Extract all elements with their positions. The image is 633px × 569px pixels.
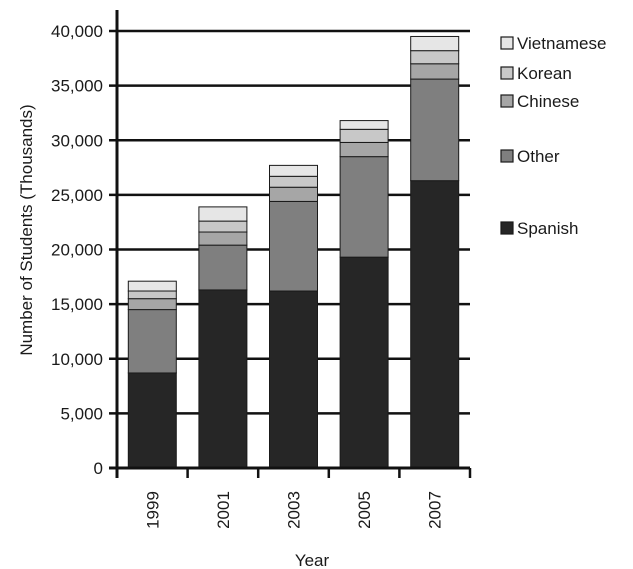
bar-segment-chinese-2005 <box>339 141 389 158</box>
legend-label-other: Other <box>517 147 560 166</box>
legend-label-korean: Korean <box>517 64 572 83</box>
y-tick-label: 30,000 <box>51 131 103 150</box>
x-tick-label: 1999 <box>143 491 162 529</box>
legend-swatch-vietnamese <box>500 36 514 50</box>
bar-segment-korean-2001 <box>198 220 248 233</box>
bar-segment-spanish-2007 <box>410 180 460 469</box>
bar-segment-korean-2007 <box>410 50 460 65</box>
bar-segment-vietnamese-2003 <box>269 164 318 177</box>
bars <box>127 35 460 469</box>
legend: Vietnamese Korean Chinese Other Spanish <box>500 34 606 238</box>
legend-swatch-other <box>500 149 514 163</box>
bar-segment-vietnamese-1999 <box>127 280 177 292</box>
x-tick-label: 2003 <box>285 491 304 529</box>
legend-label-vietnamese: Vietnamese <box>517 34 606 53</box>
tick-labels: 0 5,000 10,000 15,000 20,000 25,000 30,000 35,0… <box>51 22 445 529</box>
y-tick-label: 25,000 <box>51 186 103 205</box>
y-tick-label: 35,000 <box>51 77 103 96</box>
x-tick-label: 2005 <box>355 491 374 529</box>
bar-segment-spanish-2003 <box>269 290 318 469</box>
legend-swatch-chinese <box>500 94 514 108</box>
bar-segment-spanish-2001 <box>198 289 248 469</box>
x-tick-label: 2001 <box>214 491 233 529</box>
y-tick-label: 5,000 <box>60 404 103 423</box>
bar-segment-korean-2005 <box>339 128 389 143</box>
axes <box>109 10 472 478</box>
bar-segment-spanish-2005 <box>339 256 389 469</box>
y-axis-title: Number of Students (Thousands) <box>17 104 36 355</box>
bar-segment-spanish-1999 <box>127 372 177 469</box>
bar-segment-chinese-2007 <box>410 63 460 80</box>
bar-segment-vietnamese-2005 <box>339 120 389 130</box>
y-tick-label: 40,000 <box>51 22 103 41</box>
bar-segment-chinese-1999 <box>127 298 177 311</box>
bar-segment-other-2005 <box>339 156 389 258</box>
bar-segment-chinese-2003 <box>269 186 318 202</box>
bar-segment-korean-1999 <box>127 290 177 300</box>
y-tick-label: 15,000 <box>51 295 103 314</box>
y-tick-label: 0 <box>94 459 103 478</box>
bar-segment-vietnamese-2007 <box>410 35 460 52</box>
bar-segment-korean-2003 <box>269 175 318 188</box>
bar-segment-other-2003 <box>269 200 318 292</box>
legend-swatch-korean <box>500 66 514 80</box>
bar-segment-other-2007 <box>410 78 460 182</box>
bar-segment-vietnamese-2001 <box>198 206 248 222</box>
y-tick-label: 20,000 <box>51 241 103 260</box>
bar-segment-other-1999 <box>127 309 177 374</box>
legend-label-chinese: Chinese <box>517 92 579 111</box>
bar-segment-chinese-2001 <box>198 231 248 246</box>
bar-segment-other-2001 <box>198 244 248 291</box>
legend-label-spanish: Spanish <box>517 219 578 238</box>
x-tick-label: 2007 <box>426 491 445 529</box>
y-tick-label: 10,000 <box>51 350 103 369</box>
legend-swatch-spanish <box>500 221 514 235</box>
x-axis-title: Year <box>295 551 330 569</box>
